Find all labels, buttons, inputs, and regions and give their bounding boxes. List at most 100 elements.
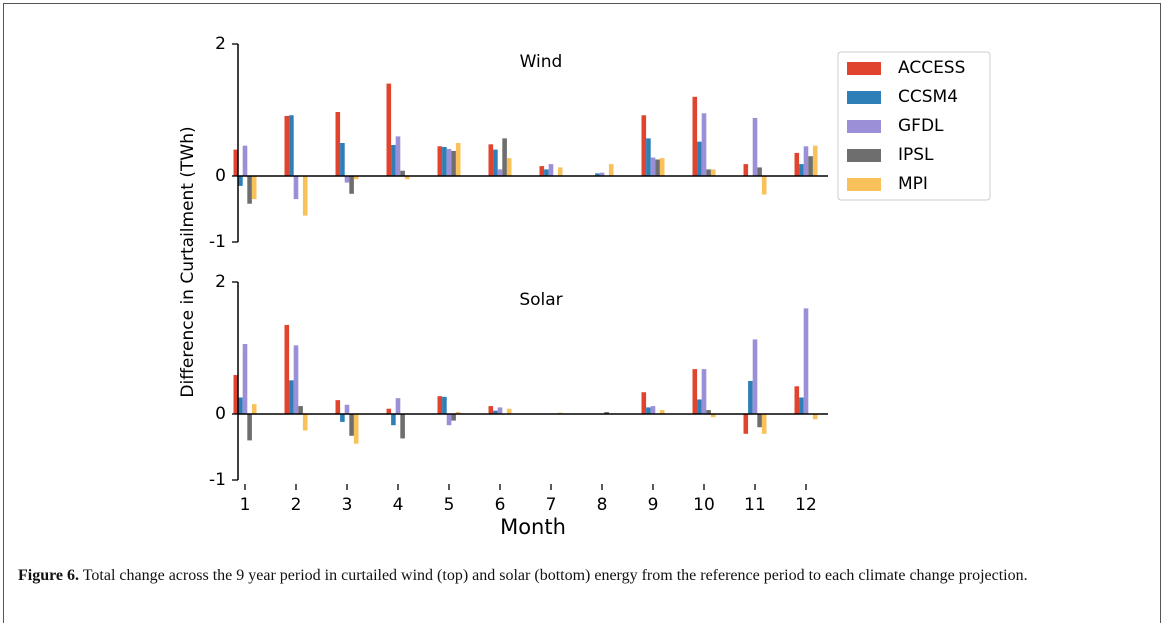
bar	[284, 324, 290, 414]
bar	[238, 176, 243, 186]
bar	[442, 146, 447, 176]
bar	[293, 345, 299, 414]
x-tick-label: 11	[744, 495, 766, 515]
bar	[451, 414, 456, 421]
x-tick-label: 10	[693, 495, 715, 515]
bar	[710, 414, 716, 418]
bar	[641, 115, 647, 176]
bar	[400, 170, 405, 176]
bar	[641, 392, 647, 414]
bar	[557, 167, 563, 176]
bar	[506, 408, 512, 414]
bar	[794, 386, 800, 414]
bar	[488, 144, 494, 176]
bar	[659, 158, 665, 176]
bar	[404, 176, 410, 180]
legend-box	[837, 51, 991, 201]
panel-title: Wind	[520, 52, 563, 72]
x-tick-label: 3	[342, 495, 353, 515]
bar	[743, 414, 749, 434]
bar	[803, 308, 809, 414]
bar	[544, 169, 549, 176]
bar	[335, 400, 341, 414]
bar	[302, 414, 308, 431]
x-tick-label: 1	[240, 495, 251, 515]
bar	[242, 344, 248, 414]
bar	[743, 164, 749, 176]
x-tick-label: 5	[444, 495, 455, 515]
bar	[608, 164, 614, 176]
x-tick-label: 4	[393, 495, 404, 515]
x-axis-label: Month	[500, 515, 566, 539]
panel-title: Solar	[519, 290, 562, 310]
bar	[646, 138, 651, 176]
legend-label: IPSL	[898, 145, 934, 165]
bar	[497, 407, 503, 414]
bar	[752, 339, 758, 414]
bar	[646, 407, 651, 414]
bar	[340, 143, 345, 176]
bar	[701, 369, 707, 414]
bar	[340, 414, 345, 422]
y-axis-label: Difference in Curtailment (TWh)	[178, 126, 198, 397]
bar	[808, 156, 813, 176]
bar	[353, 176, 359, 180]
bar	[349, 414, 354, 436]
bar	[488, 406, 494, 414]
bar	[748, 381, 753, 414]
bar	[812, 414, 818, 420]
legend-label: ACCESS	[898, 58, 965, 78]
bar	[650, 406, 656, 414]
legend-swatch	[847, 62, 881, 75]
bar	[437, 396, 443, 414]
bar	[548, 164, 554, 176]
bar	[298, 406, 303, 414]
bar	[344, 176, 350, 183]
bar	[761, 414, 767, 434]
bar	[697, 141, 702, 176]
bar	[233, 149, 239, 176]
bar	[302, 176, 308, 216]
legend-label: GFDL	[898, 116, 944, 136]
bar	[812, 145, 818, 176]
bar	[599, 172, 605, 176]
bar	[395, 398, 401, 414]
figure-frame	[3, 3, 1161, 623]
bar	[692, 369, 698, 414]
bar	[752, 117, 758, 176]
bar	[604, 412, 609, 414]
y-tick-label: -1	[209, 470, 226, 490]
bar	[353, 414, 359, 444]
bar	[386, 83, 392, 176]
bar	[506, 158, 512, 176]
y-tick-label: 0	[215, 166, 226, 186]
bar	[284, 115, 290, 176]
caption-label: Figure 6.	[18, 567, 80, 584]
x-tick-label: 9	[648, 495, 659, 515]
bar	[247, 176, 252, 204]
bar	[799, 397, 804, 414]
bar	[539, 166, 545, 176]
legend-swatch	[847, 149, 881, 162]
x-tick-label: 7	[546, 495, 557, 515]
bar	[242, 145, 248, 176]
bar	[233, 375, 239, 414]
bar	[794, 152, 800, 176]
bar	[442, 396, 447, 414]
bar	[293, 176, 299, 200]
bar	[757, 167, 762, 176]
bar	[391, 414, 396, 426]
bar	[710, 169, 716, 176]
caption: Figure 6. Total change across the 9 year…	[18, 562, 1138, 589]
bar	[455, 412, 461, 414]
x-tick-label: 2	[291, 495, 302, 515]
bar	[701, 113, 707, 176]
bar	[349, 176, 354, 194]
bar	[251, 404, 257, 414]
caption-text: Total change across the 9 year period in…	[82, 567, 1028, 584]
bar	[251, 176, 257, 200]
bar	[344, 404, 350, 414]
bar	[238, 397, 243, 414]
y-tick-label: -1	[209, 232, 226, 252]
bar	[446, 414, 452, 426]
